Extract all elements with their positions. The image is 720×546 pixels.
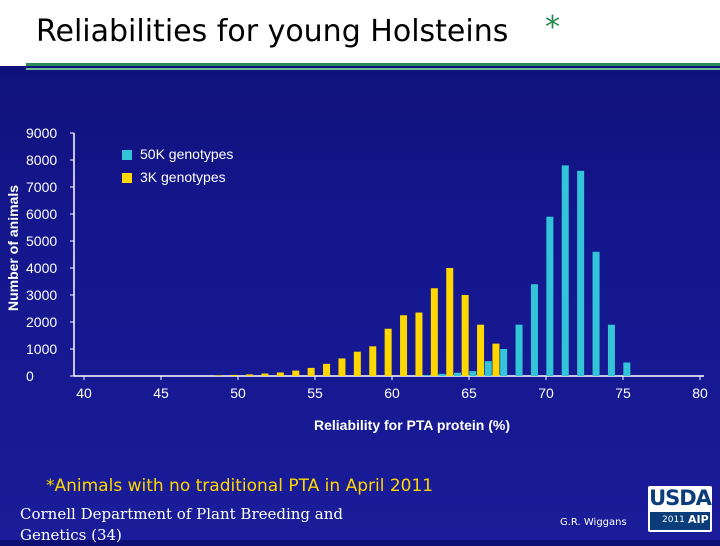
bar-50k [515,324,523,376]
slide-title: Reliabilities for young Holsteins [36,14,509,49]
aip-logo-mark: AIP [688,513,709,526]
y-tick-label: 6000 [26,206,57,222]
y-tick-label: 3000 [26,287,57,303]
usda-logo: USDA 2011 AIP [648,486,712,532]
bar-50k [530,284,538,376]
usda-logo-year: 2011 [662,515,685,525]
bar-3k [261,373,269,376]
x-tick-label: 80 [692,385,708,401]
bar-3k [430,288,438,376]
bar-3k [369,346,377,376]
bar-50k [423,375,431,376]
x-tick-label: 50 [230,385,246,401]
bar-50k [607,324,615,376]
bar-50k [546,216,554,376]
title-rule-dark [26,63,720,66]
bar-50k [592,251,600,376]
bar-3k [338,358,346,376]
title-band [0,0,720,66]
bar-3k [246,374,254,376]
x-tick-label: 65 [461,385,477,401]
x-tick-label: 70 [538,385,554,401]
x-tick-label: 75 [615,385,631,401]
legend-swatch-50k [122,150,132,160]
x-tick-label: 60 [384,385,400,401]
bar-3k [400,315,408,376]
x-tick-label: 45 [153,385,169,401]
x-tick-label: 55 [307,385,323,401]
bar-50k [484,361,492,376]
usda-logo-band [650,512,710,530]
bar-50k [453,372,461,376]
bar-3k [446,268,454,376]
y-tick-label: 4000 [26,260,57,276]
y-tick-label: 9000 [26,125,57,141]
y-tick-label: 7000 [26,179,57,195]
bar-50k [500,349,508,376]
bar-50k [561,165,569,376]
y-tick-label: 2000 [26,314,57,330]
x-tick-label: 40 [76,385,92,401]
bar-3k [307,367,315,376]
y-tick-label: 1000 [26,341,57,357]
legend-swatch-3k [122,173,132,183]
bar-3k [323,363,331,376]
usda-logo-text: USDA [649,486,712,510]
bar-3k [353,351,361,376]
bar-3k [276,372,284,376]
y-tick-label: 8000 [26,152,57,168]
bar-3k [461,295,469,376]
legend-label-50k: 50K genotypes [140,146,233,162]
footnote: *Animals with no traditional PTA in Apri… [46,476,434,496]
y-axis-label: Number of animals [5,185,21,311]
bar-50k [623,362,631,376]
presenter-name: G.R. Wiggans [560,517,627,528]
title-asterisk: * [545,10,560,45]
bar-50k [469,371,477,376]
bar-3k [384,328,392,376]
y-tick-label: 0 [26,368,34,384]
title-rule-light [26,68,720,70]
bar-50k [438,373,446,376]
bar-50k [577,170,585,376]
bar-3k [415,312,423,376]
bar-3k [215,375,223,376]
legend-label-3k: 3K genotypes [140,169,226,185]
bar-3k [292,370,300,376]
x-axis-label: Reliability for PTA protein (%) [314,417,510,433]
reliability-histogram: 0 1000 2000 3000 4000 5000 6000 7000 8000 9000 40 4… [5,125,708,433]
bar-3k [230,374,238,376]
bar-3k [492,343,500,376]
y-tick-label: 5000 [26,233,57,249]
bar-3k [477,324,485,376]
